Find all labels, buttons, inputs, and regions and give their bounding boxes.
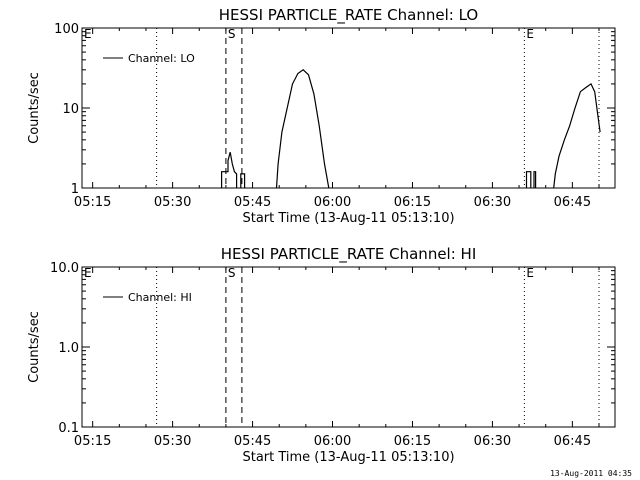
chart1-marker-label: E [84, 27, 92, 41]
chart1-series-line [275, 69, 330, 189]
chart2-x-tick-label: 06:15 [394, 434, 431, 449]
chart1-y-axis-label: Counts/sec [27, 72, 42, 144]
chart2-x-tick-label: 06:30 [474, 434, 511, 449]
chart1-x-axis-label: Start Time (13-Aug-11 05:13:10) [242, 211, 454, 226]
chart1-marker-label: E [526, 27, 534, 41]
chart2-x-axis-label: Start Time (13-Aug-11 05:13:10) [242, 450, 454, 465]
chart1-legend-label: Channel: LO [128, 52, 195, 65]
chart2-y-axis-label: Counts/sec [27, 311, 42, 383]
chart2-y-tick-label: 0.1 [58, 421, 79, 436]
chart2-x-tick-label: 06:45 [554, 434, 591, 449]
chart1-x-tick-label: 06:00 [314, 195, 351, 210]
chart1-y-tick-label: 1 [71, 182, 79, 197]
chart1-x-tick-label: 06:30 [474, 195, 511, 210]
chart1-x-tick-label: 05:15 [74, 195, 111, 210]
chart1-series-line [533, 171, 537, 188]
chart2-legend-label: Channel: HI [128, 291, 192, 304]
chart2-x-tick-label: 06:00 [314, 434, 351, 449]
chart1-y-tick-label: 10 [62, 102, 79, 117]
chart2-x-tick-label: 05:15 [74, 434, 111, 449]
chart1-title: HESSI PARTICLE_RATE Channel: LO [219, 6, 478, 25]
chart2-x-tick-label: 05:45 [234, 434, 271, 449]
chart2-marker-label: S [228, 266, 236, 280]
chart1-x-tick-label: 05:45 [234, 195, 271, 210]
chart1-series-line [240, 173, 246, 188]
footer-timestamp: 13-Aug-2011 04:35 [550, 469, 632, 478]
chart2-y-tick-label: 1.0 [58, 341, 79, 356]
chart2-marker-label: E [526, 266, 534, 280]
chart1-series-line [525, 171, 532, 188]
chart2-x-tick-label: 05:30 [154, 434, 191, 449]
chart2-y-tick-label: 10.0 [50, 261, 79, 276]
chart2-marker-label: E [84, 266, 92, 280]
chart1-series-line [221, 152, 238, 188]
chart1-x-tick-label: 06:45 [554, 195, 591, 210]
chart2-title: HESSI PARTICLE_RATE Channel: HI [221, 245, 477, 264]
chart1-y-tick-label: 100 [54, 22, 79, 37]
chart1-x-tick-label: 06:15 [394, 195, 431, 210]
chart1-x-tick-label: 05:30 [154, 195, 191, 210]
chart1-marker-label: S [228, 27, 236, 41]
chart1-series-line [553, 83, 601, 189]
